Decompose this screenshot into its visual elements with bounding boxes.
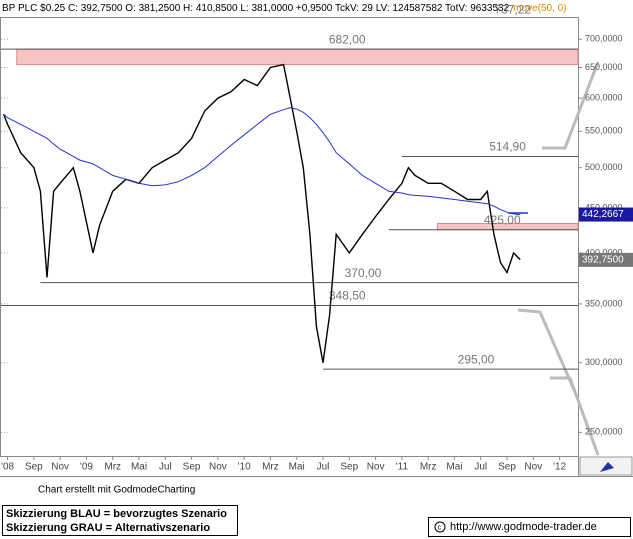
level-label: 295,00 bbox=[458, 352, 495, 366]
y-tick-label: 400,0000 bbox=[585, 247, 623, 257]
header-indicator: move(50, 0) bbox=[513, 3, 566, 14]
x-tick-label: Jul bbox=[159, 462, 172, 473]
legend-box bbox=[2, 505, 238, 536]
x-tick-label: Nov bbox=[51, 462, 69, 473]
y-tick-label: 700,0000 bbox=[585, 34, 623, 44]
x-tick-label: Sep bbox=[340, 462, 358, 473]
tool-icon[interactable] bbox=[600, 462, 614, 472]
gray-scenario-arrow bbox=[550, 376, 600, 456]
zone bbox=[16, 48, 579, 66]
x-tick-label: Mrz bbox=[262, 462, 279, 473]
y-tick-label: 450,0000 bbox=[585, 202, 623, 212]
header: BP PLC $0.25 C: 392,7500 O: 381,2500 H: … bbox=[2, 3, 567, 14]
x-tick-label: Sep bbox=[183, 462, 201, 473]
x-tick-label: Sep bbox=[25, 462, 43, 473]
y-tick-label: 500,0000 bbox=[585, 162, 623, 172]
x-tick-label: Jul bbox=[317, 462, 330, 473]
x-tick-label: Jul bbox=[474, 462, 487, 473]
series-line bbox=[2, 63, 521, 363]
x-tick-label: Mrz bbox=[420, 462, 437, 473]
price-tag-label: 442,2667 bbox=[582, 209, 624, 220]
price-tag bbox=[579, 252, 633, 267]
series-line bbox=[3, 107, 521, 216]
y-tick-label: 550,0000 bbox=[585, 126, 623, 136]
x-tick-label: Mrz bbox=[104, 462, 121, 473]
x-tick-label: '08 bbox=[1, 462, 14, 473]
x-tick-label: Sep bbox=[498, 462, 516, 473]
y-tick-label: 600,0000 bbox=[585, 92, 623, 102]
x-tick-label: '11 bbox=[396, 462, 409, 473]
x-tick-label: '10 bbox=[238, 462, 251, 473]
legend-line: Skizzierung GRAU = Alternativszenario bbox=[6, 522, 210, 534]
y-tick-label: 650,0000 bbox=[585, 62, 623, 72]
level-label: 348,50 bbox=[329, 289, 366, 303]
price-tag-label: 392,7500 bbox=[582, 255, 624, 266]
header-main: BP PLC $0.25 C: 392,7500 O: 381,2500 H: … bbox=[2, 3, 510, 14]
gray-scenario-arrow bbox=[517, 308, 577, 393]
level-label: 370,00 bbox=[345, 266, 382, 280]
x-tick-label: '09 bbox=[80, 462, 93, 473]
level-label: 425,00 bbox=[484, 213, 521, 227]
x-tick-label: Nov bbox=[209, 462, 227, 473]
level-label: 514,90 bbox=[489, 140, 526, 154]
x-tick-label: '12 bbox=[553, 462, 566, 473]
gray-scenario-arrow bbox=[542, 61, 600, 150]
credit: http://www.godmode-trader.de bbox=[450, 521, 597, 533]
level-label: 682,00 bbox=[329, 32, 366, 46]
level-label: 737,22 bbox=[494, 3, 531, 17]
copyright-icon bbox=[434, 521, 446, 533]
copyright-c: c bbox=[438, 524, 442, 531]
legend-line: Skizzierung BLAU = bevorzugtes Szenario bbox=[6, 508, 227, 520]
x-tick-label: Mai bbox=[131, 462, 147, 473]
x-tick-label: Mai bbox=[446, 462, 462, 473]
x-tick-label: Nov bbox=[524, 462, 542, 473]
price-tag bbox=[579, 207, 633, 222]
x-tick-label: Mai bbox=[289, 462, 305, 473]
credit-box bbox=[428, 517, 631, 537]
x-tick-label: Nov bbox=[367, 462, 385, 473]
y-tick-label: 350,0000 bbox=[585, 298, 623, 308]
y-tick-label: 250,0000 bbox=[585, 427, 623, 437]
y-tick-label: 300,0000 bbox=[585, 357, 623, 367]
footer: Chart erstellt mit GodmodeCharting bbox=[38, 485, 195, 496]
plot: 737,22 682,00 514,90 425,00 370,00 348,50 295,… bbox=[1, 3, 633, 473]
